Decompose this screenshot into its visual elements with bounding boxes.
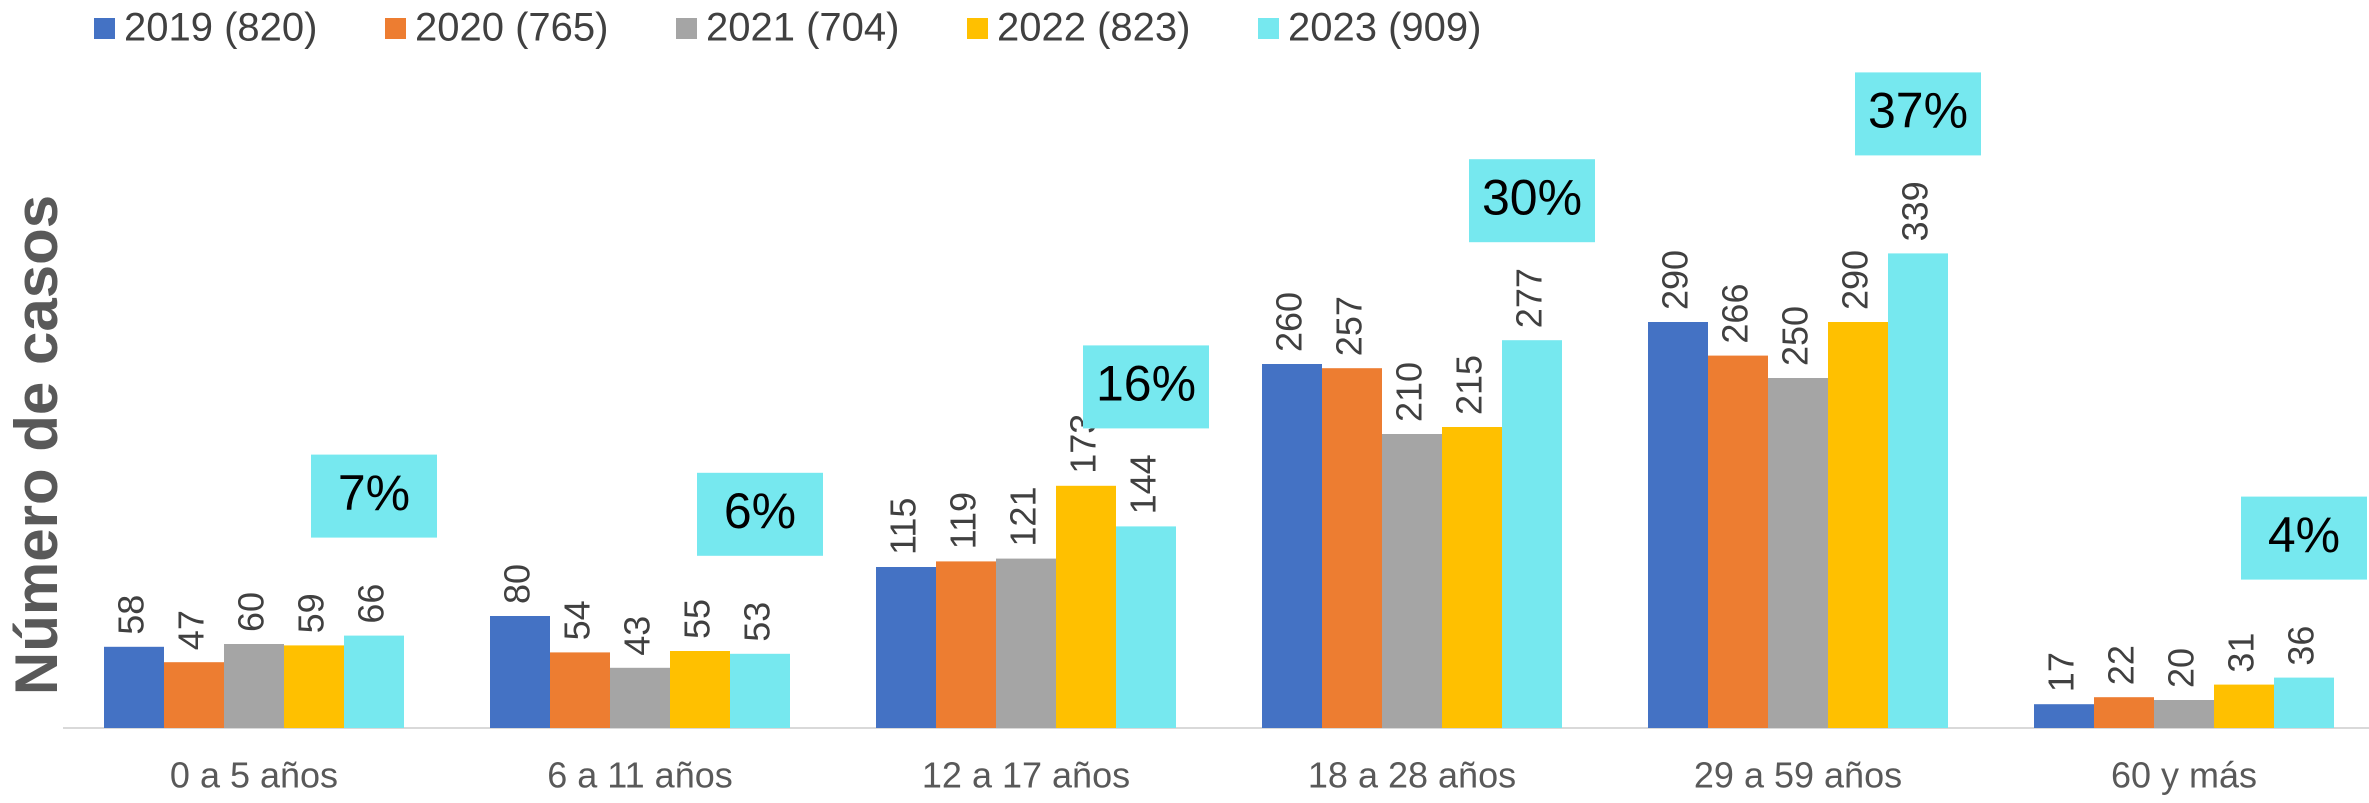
value-label: 60: [231, 592, 272, 632]
legend-swatch: [967, 18, 988, 39]
bar: [1828, 322, 1888, 728]
bar: [1322, 368, 1382, 728]
value-label: 58: [111, 595, 152, 635]
legend-label: 2021 (704): [706, 6, 899, 50]
bar: [164, 662, 224, 728]
value-label: 17: [2041, 652, 2082, 692]
bar: [104, 646, 164, 728]
value-label: 266: [1715, 284, 1756, 344]
bar: [284, 645, 344, 728]
x-tick-label: 18 a 28 años: [1308, 755, 1516, 796]
x-tick-label: 6 a 11 años: [547, 755, 732, 796]
value-label: 119: [943, 492, 984, 549]
percent-box: [1855, 72, 1981, 156]
value-label: 260: [1269, 292, 1310, 352]
legend-label: 2020 (765): [415, 6, 608, 50]
x-tick-label: 0 a 5 años: [170, 755, 338, 796]
percent-label: 7%: [338, 465, 410, 521]
value-label: 339: [1895, 181, 1936, 241]
value-label: 66: [351, 584, 392, 624]
value-label: 210: [1389, 362, 1430, 422]
bar: [550, 652, 610, 728]
value-label: 250: [1775, 306, 1816, 366]
legend-swatch: [94, 18, 115, 39]
bar: [2094, 697, 2154, 728]
bar: [2214, 684, 2274, 728]
bar: [610, 667, 670, 728]
bar: [730, 653, 790, 728]
bar: [996, 558, 1056, 728]
bar: [490, 616, 550, 728]
bar: [1888, 253, 1948, 728]
value-label: 47: [171, 610, 212, 650]
x-tick-label: 60 y más: [2111, 755, 2257, 796]
percent-box: [2241, 496, 2367, 580]
bar: [1442, 427, 1502, 728]
value-label: 22: [2101, 645, 2142, 685]
legend-swatch: [1258, 18, 1279, 39]
x-tick-label: 29 a 59 años: [1694, 755, 1902, 796]
value-label: 54: [557, 600, 598, 640]
value-label: 59: [291, 593, 332, 633]
bar: [2274, 677, 2334, 728]
legend-swatch: [676, 18, 697, 39]
percent-box: [1469, 159, 1595, 243]
percent-label: 4%: [2268, 507, 2340, 563]
legend-label: 2022 (823): [997, 6, 1190, 50]
bar: [2034, 704, 2094, 728]
percent-box: [1083, 345, 1209, 429]
value-label: 121: [1003, 487, 1044, 547]
value-label: 144: [1123, 454, 1164, 514]
bar: [936, 561, 996, 728]
value-label: 80: [497, 564, 538, 604]
percent-box: [697, 472, 823, 556]
legend-swatch: [385, 18, 406, 39]
bar: [1502, 340, 1562, 728]
bar: [2154, 700, 2214, 728]
value-label: 257: [1329, 296, 1370, 356]
percent-label: 6%: [724, 483, 796, 539]
value-label: 115: [883, 498, 924, 555]
percent-label: 16%: [1096, 356, 1196, 412]
bar: [876, 567, 936, 728]
value-label: 31: [2221, 633, 2262, 673]
value-label: 215: [1449, 355, 1490, 415]
bar: [1768, 378, 1828, 728]
legend-label: 2023 (909): [1288, 6, 1481, 50]
bar: [1648, 322, 1708, 728]
bar: [1116, 526, 1176, 728]
value-label: 20: [2161, 648, 2202, 688]
value-label: 55: [677, 599, 718, 639]
value-label: 43: [617, 616, 658, 656]
bar: [1056, 485, 1116, 728]
bar: [670, 651, 730, 728]
value-label: 277: [1509, 268, 1550, 328]
value-label: 290: [1835, 250, 1876, 310]
bar: [1382, 434, 1442, 728]
value-label: 290: [1655, 250, 1696, 310]
value-label: 36: [2281, 626, 2322, 666]
value-label: 53: [737, 602, 778, 642]
percent-box: [311, 454, 437, 538]
percent-label: 37%: [1868, 83, 1968, 139]
legend-label: 2019 (820): [124, 6, 317, 50]
bar: [1708, 355, 1768, 728]
x-tick-label: 12 a 17 años: [922, 755, 1130, 796]
bar: [224, 644, 284, 728]
y-axis-title: Número de casos: [3, 195, 70, 695]
bar: [1262, 364, 1322, 728]
bar: [344, 635, 404, 728]
percent-label: 30%: [1482, 169, 1582, 225]
